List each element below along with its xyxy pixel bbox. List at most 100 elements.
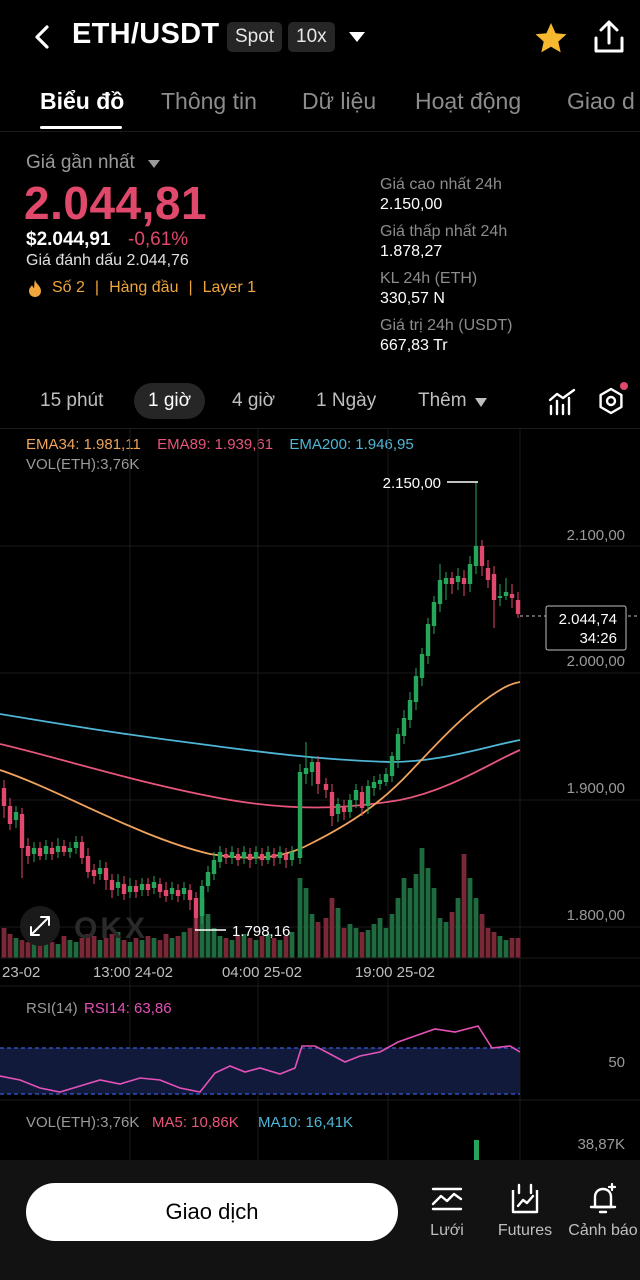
volume-bar [277,940,283,958]
stat-label: Giá trị 24h (USDT) [380,317,513,334]
volume-bar [491,932,497,958]
volume-bar [353,928,359,958]
stat-low-24h: Giá thấp nhất 24h 1.878,27 [380,223,507,261]
time-label-0: 23-02 [2,964,40,981]
candles [1,482,521,930]
volume-bar [323,918,329,958]
candle-body [181,888,187,894]
candle-body [509,594,515,598]
expand-icon[interactable] [20,906,60,946]
time-label-3: 19:00 25-02 [355,964,435,981]
price-tick-2100: 2.100,00 [567,527,625,544]
asset-tags: Số 2 | Hàng đầu | Layer 1 [28,279,256,297]
interval-4h[interactable]: 4 giờ [232,390,276,411]
candle-body [217,852,223,862]
volume-bar [413,874,419,958]
candle-body [277,852,283,858]
candle-body [303,768,309,774]
share-icon[interactable] [590,18,628,56]
candle-body [169,888,175,894]
candle-body [309,762,315,772]
more-dropdown-icon[interactable] [475,398,487,407]
price-type-label[interactable]: Giá gần nhất [26,152,135,173]
grid-bot-icon [431,1187,463,1211]
pair-dropdown-icon[interactable] [348,30,366,44]
tab-chart[interactable]: Biểu đồ [40,88,125,114]
price-type-dropdown-icon[interactable] [148,160,160,168]
candle-body [241,852,247,858]
back-icon[interactable] [28,22,56,52]
indicator-icon[interactable] [548,388,576,416]
tab-active-indicator [40,126,122,129]
tab-data[interactable]: Dữ liệu [302,88,377,114]
volume-bar [97,940,103,958]
volume-bar [341,928,347,958]
category-tag-layer1[interactable]: Layer 1 [202,279,256,296]
interval-more[interactable]: Thêm [418,390,467,411]
exchange-watermark: OKX [74,912,148,945]
volume-bar [67,940,73,958]
volume-bar [419,848,425,958]
volume-bar [437,918,443,958]
volume-bar [91,936,97,958]
market-tag: Spot [227,22,283,52]
volume-bar [395,898,401,958]
nav-futures[interactable]: Futures [485,1182,565,1240]
stat-turnover-24h: Giá trị 24h (USDT) 667,83 Tr [380,317,512,355]
futures-icon [511,1183,539,1214]
rank-tag[interactable]: Số 2 [52,279,85,296]
candle-body [365,786,371,806]
candle-body [1,788,7,806]
candle-body [371,782,377,788]
interval-1d[interactable]: 1 Ngày [316,390,377,411]
chart-settings-icon[interactable] [596,386,626,416]
interval-1h[interactable]: 1 giờ [134,383,206,419]
volume-bar [407,888,413,958]
tab-activity[interactable]: Hoạt động [415,88,522,114]
candle-body [359,792,365,808]
candle-body [151,882,157,888]
nav-alert[interactable]: Cảnh báo [563,1182,640,1240]
candle-body [163,890,169,896]
ema34-legend: EMA34: 1.981,11 [26,436,141,453]
candle-body [235,854,241,860]
bottom-nav: Giao dịch Lưới Futures Cảnh báo [0,1160,640,1280]
candle-body [515,600,521,614]
volume-bar [133,938,139,958]
volume-bar [223,938,229,958]
candle-body [193,898,199,918]
candlestick-chart[interactable]: 2.100,00 2.000,00 1.900,00 1.800,00 2.04… [0,428,640,1160]
favorite-star-icon[interactable] [532,20,570,58]
candle-body [289,852,295,860]
volume-bar [401,878,407,958]
tab-trades[interactable]: Giao d [567,88,635,114]
interval-15m[interactable]: 15 phút [40,390,104,411]
tab-info[interactable]: Thông tin [161,88,257,114]
ema200-legend: EMA200: 1.946,95 [289,436,414,453]
volume-bar [303,888,309,958]
volume-bar [383,928,389,958]
trade-button[interactable]: Giao dịch [26,1183,398,1241]
candle-body [425,624,431,656]
nav-grid[interactable]: Lưới [407,1182,487,1240]
volume-bar [377,918,383,958]
chart-area[interactable]: EMA34: 1.981,11 EMA89: 1.939,61 EMA200: … [0,428,640,1160]
volume-bar [163,934,169,958]
candle-body [223,854,229,858]
volume-bar [503,940,509,958]
category-tag-top[interactable]: Hàng đầu [109,279,179,296]
candle-countdown: 34:26 [579,630,617,647]
leverage-tag: 10x [288,22,335,52]
candle-body [455,576,461,582]
candle-body [145,884,151,890]
fire-icon [29,279,41,297]
volume-bar [73,942,79,958]
volume-bar [19,940,25,958]
usd-price: $2.044,91 [26,229,111,250]
volume-bars [1,848,521,958]
volume-bar [365,930,371,958]
time-label-2: 04:00 25-02 [222,964,302,981]
volume-bar [329,898,335,958]
rsi-value: RSI14: 63,86 [84,1000,172,1017]
ema89-legend: EMA89: 1.939,61 [157,436,274,453]
